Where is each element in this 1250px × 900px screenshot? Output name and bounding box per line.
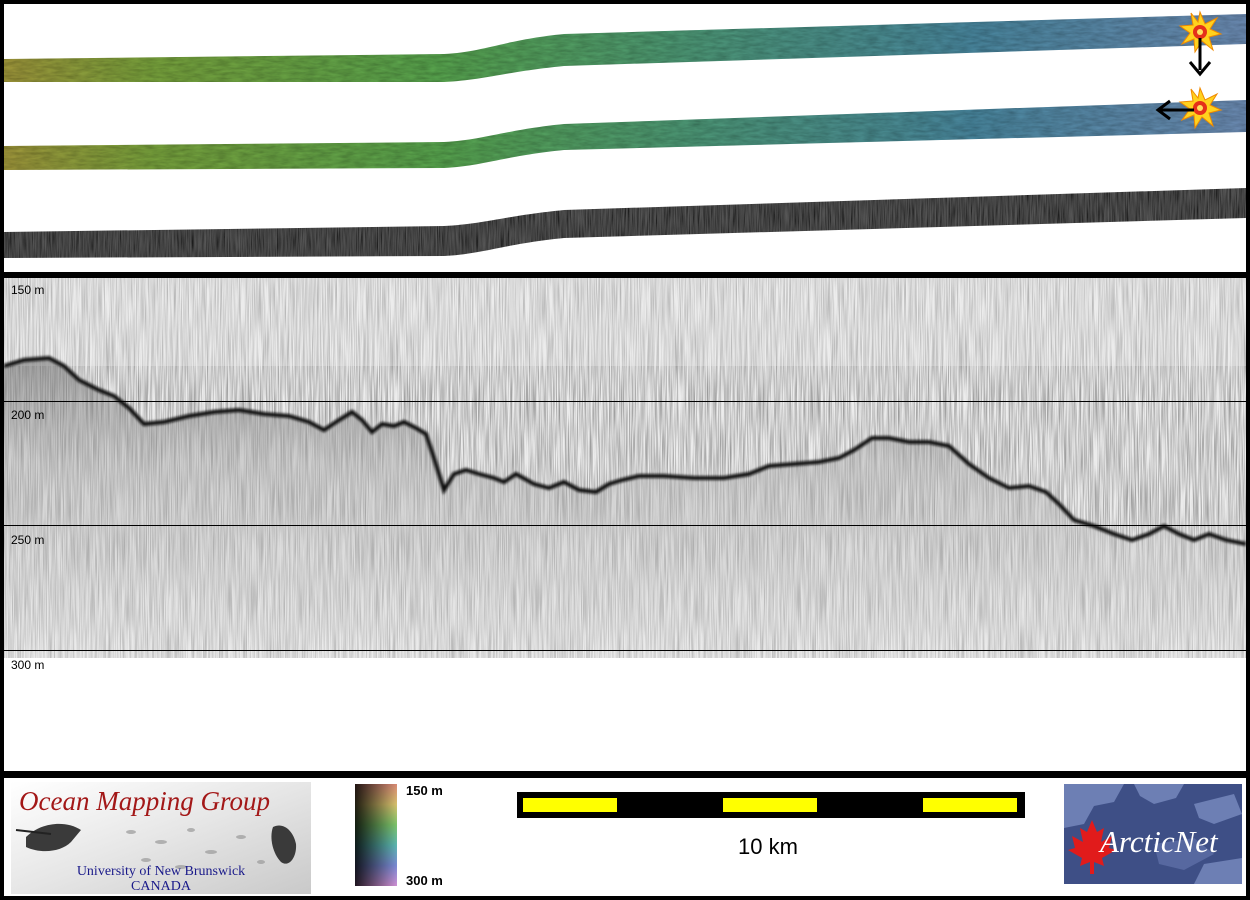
depth-colorbar [355, 784, 397, 886]
explosion-marker-icon [1178, 86, 1223, 130]
ogm-country: CANADA [131, 879, 191, 894]
swath-panel [4, 4, 1246, 272]
scale-bar [517, 792, 1025, 818]
profile-panel: 150 m 200 m 250 m 300 m [4, 278, 1246, 771]
depth-label-150: 150 m [11, 283, 45, 297]
arrow-down-icon [1188, 38, 1212, 77]
depth-gridline [4, 650, 1246, 651]
subbottom-profile [4, 278, 1246, 658]
bathymetry-strip-1 [4, 14, 1246, 82]
ocean-mapping-group-logo: Ocean Mapping Group University of New Br… [11, 782, 311, 894]
ogm-university: University of New Brunswick [76, 864, 246, 879]
depth-label-250: 250 m [11, 533, 45, 547]
depth-label-300: 300 m [11, 658, 45, 672]
colorbar-top-label: 150 m [406, 783, 443, 798]
depth-label-200: 200 m [11, 408, 45, 422]
seafloor-line [4, 355, 1246, 546]
ogm-logo-art [11, 782, 311, 894]
ogm-title: Ocean Mapping Group [19, 786, 270, 816]
arrow-left-icon [1155, 99, 1194, 121]
scale-bar-label: 10 km [738, 834, 798, 859]
arcticnet-logo-art [1064, 784, 1242, 884]
bathymetry-strip-2 [4, 100, 1246, 170]
colorbar-bottom-label: 300 m [406, 873, 443, 888]
swath-strips [4, 10, 1246, 258]
explosion-marker-icon [1178, 10, 1223, 54]
footer-panel: Ocean Mapping Group University of New Br… [4, 778, 1246, 896]
arcticnet-logo: ArcticNet [1064, 784, 1242, 884]
backscatter-strip [4, 188, 1246, 258]
arcticnet-text: ArcticNet [1100, 824, 1218, 859]
depth-gridline [4, 401, 1246, 402]
maple-leaf-icon [1068, 820, 1116, 874]
depth-gridline [4, 525, 1246, 526]
